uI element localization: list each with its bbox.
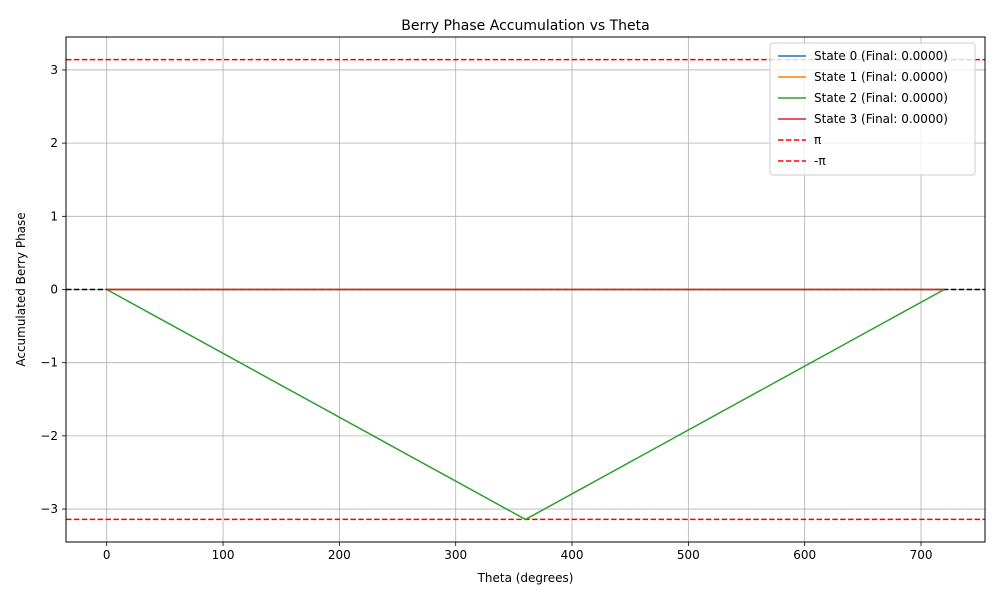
legend-box — [769, 42, 976, 176]
y-tick-label: 2 — [50, 136, 58, 150]
series-lines — [106, 288, 945, 521]
legend-label: State 1 (Final: 0.0000) — [814, 70, 948, 84]
y-tick-label: −1 — [40, 356, 58, 370]
x-tick-label: 700 — [910, 548, 933, 562]
legend-label: -π — [814, 154, 826, 168]
x-tick-label: 400 — [561, 548, 584, 562]
chart-title: Berry Phase Accumulation vs Theta — [401, 18, 649, 34]
x-axis-label: Theta (degrees) — [477, 571, 574, 585]
legend-label: State 0 (Final: 0.0000) — [814, 49, 948, 63]
y-tick-label: 0 — [50, 283, 58, 297]
axis-ticks: 0 100 200 300 400 500 600 700 −3 −2 −1 0 1 2 3 — [40, 63, 932, 562]
legend-label: State 2 (Final: 0.0000) — [814, 91, 948, 105]
x-tick-label: 200 — [328, 548, 351, 562]
x-tick-label: 100 — [212, 548, 235, 562]
series-line — [106, 288, 945, 521]
legend-label: State 3 (Final: 0.0000) — [814, 112, 948, 126]
x-tick-label: 300 — [444, 548, 467, 562]
legend: State 0 (Final: 0.0000) State 1 (Final: 0… — [769, 42, 976, 176]
x-tick-label: 0 — [103, 548, 111, 562]
y-axis-label: Accumulated Berry Phase — [14, 212, 28, 366]
legend-label: π — [814, 133, 821, 147]
y-tick-label: −2 — [40, 429, 58, 443]
x-tick-label: 600 — [793, 548, 816, 562]
y-tick-label: −3 — [40, 502, 58, 516]
y-tick-label: 1 — [50, 209, 58, 223]
x-tick-label: 500 — [677, 548, 700, 562]
y-tick-label: 3 — [50, 63, 58, 77]
